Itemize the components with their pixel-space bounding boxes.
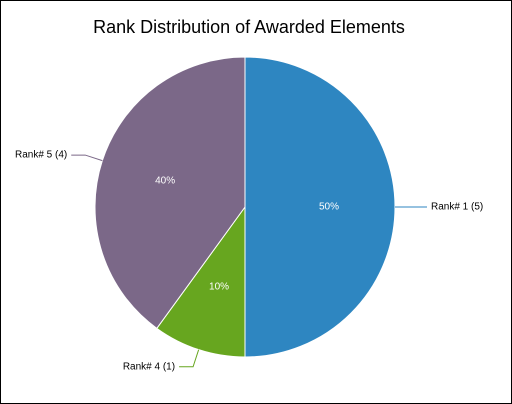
- pie-slice: [94, 56, 246, 330]
- slice-label: 40%: [155, 176, 175, 187]
- leader-line: [179, 349, 200, 368]
- category-label: Rank# 4 (1): [123, 361, 175, 372]
- pie-slice: [244, 56, 396, 358]
- category-label: Rank# 5 (4): [15, 150, 67, 161]
- slice-label: 10%: [209, 282, 229, 293]
- chart-title: Rank Distribution of Awarded Elements: [93, 17, 405, 37]
- slice-label: 50%: [319, 202, 339, 213]
- leader-line: [71, 154, 103, 162]
- category-label: Rank# 1 (5): [431, 202, 483, 213]
